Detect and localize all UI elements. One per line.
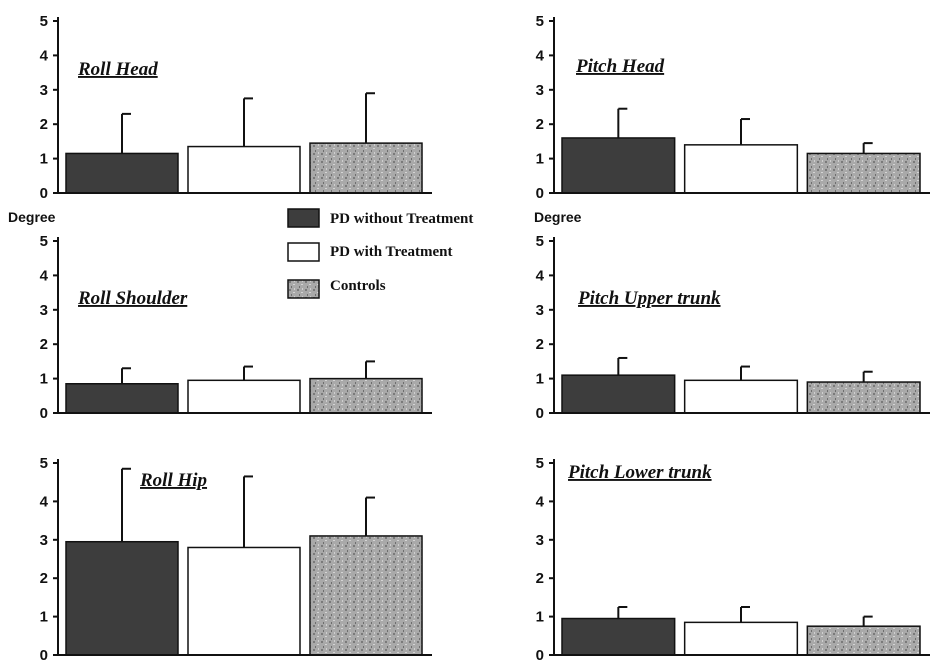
legend-label: PD with Treatment	[330, 244, 452, 260]
y-tick-label: 2	[40, 116, 48, 133]
y-tick-label: 0	[536, 185, 544, 202]
y-tick-label: 3	[536, 532, 544, 549]
y-tick-label: 5	[40, 455, 48, 472]
y-tick-label: 3	[536, 82, 544, 99]
y-tick-label: 1	[40, 371, 48, 388]
legend-swatch	[287, 242, 320, 262]
y-tick-label: 4	[536, 493, 545, 510]
panel-title: Roll Hip	[139, 470, 207, 491]
chart-panel-6: 0 1 2 3 4 5 Pitch Lower trunk	[536, 455, 930, 660]
legend: PD without Treatment PD with Treatment Co…	[287, 208, 473, 299]
y-tick-label: 4	[536, 267, 545, 284]
y-tick-label: 3	[536, 302, 544, 319]
bar-controls	[806, 381, 921, 414]
bar-pd-with-treatment	[683, 144, 799, 194]
bar-controls	[309, 377, 423, 414]
y-tick-label: 1	[536, 371, 544, 388]
bar-pd-with-treatment	[187, 379, 301, 414]
y-tick-label: 3	[40, 82, 48, 99]
y-tick-label: 4	[40, 493, 49, 510]
y-tick-label: 4	[40, 267, 49, 284]
panels: 0 1 2 3 4 5 Roll Head 0 1 2 3 4 5 Pitch Head 0 1 2 3 4 5 Rol…	[8, 13, 930, 660]
y-tick-label: 0	[40, 647, 48, 660]
y-tick-label: 4	[536, 47, 545, 64]
bar-controls	[806, 625, 921, 656]
y-tick-label: 0	[40, 185, 48, 202]
y-tick-label: 5	[536, 233, 544, 250]
y-tick-label: 1	[536, 609, 544, 626]
y-tick-label: 3	[40, 302, 48, 319]
y-tick-label: 2	[536, 570, 544, 587]
y-tick-label: 0	[536, 405, 544, 422]
legend-swatch	[287, 208, 320, 228]
bar-pd-without-treatment	[65, 383, 179, 414]
chart-panel-3: 0 1 2 3 4 5 Roll Shoulder Degree	[8, 209, 432, 422]
panel-title: Pitch Head	[575, 56, 665, 77]
chart-panel-5: 0 1 2 3 4 5 Roll Hip	[40, 455, 432, 660]
bar-pd-with-treatment	[187, 145, 301, 194]
bar-pd-without-treatment	[561, 374, 676, 414]
y-axis-label: Degree	[8, 209, 56, 225]
panel-title: Roll Shoulder	[77, 288, 188, 309]
y-tick-label: 0	[40, 405, 48, 422]
y-tick-label: 2	[536, 116, 544, 133]
bar-pd-with-treatment	[187, 546, 301, 656]
chart-panel-2: 0 1 2 3 4 5 Pitch Head	[536, 13, 930, 202]
y-tick-label: 5	[536, 13, 544, 30]
chart-panel-1: 0 1 2 3 4 5 Roll Head	[40, 13, 432, 202]
bar-pd-without-treatment	[65, 540, 179, 656]
panel-title: Pitch Upper trunk	[577, 288, 721, 309]
bar-controls	[309, 535, 423, 656]
panel-title: Roll Head	[77, 59, 158, 80]
bar-pd-without-treatment	[561, 137, 676, 194]
chart-panel-4: 0 1 2 3 4 5 Pitch Upper trunk Degree	[534, 209, 930, 422]
y-tick-label: 1	[536, 151, 544, 168]
legend-label: Controls	[330, 278, 386, 294]
legend-label: PD without Treatment	[330, 211, 473, 227]
y-tick-label: 5	[40, 13, 48, 30]
bar-pd-without-treatment	[561, 617, 676, 656]
bar-controls	[309, 142, 423, 194]
bar-controls	[806, 152, 921, 194]
y-tick-label: 5	[536, 455, 544, 472]
y-tick-label: 1	[40, 609, 48, 626]
bar-pd-with-treatment	[683, 621, 799, 656]
y-tick-label: 2	[40, 336, 48, 353]
legend-swatch	[287, 279, 320, 299]
y-tick-label: 0	[536, 647, 544, 660]
bar-pd-without-treatment	[65, 152, 179, 194]
y-tick-label: 3	[40, 532, 48, 549]
panel-title: Pitch Lower trunk	[567, 462, 712, 483]
y-tick-label: 4	[40, 47, 49, 64]
y-tick-label: 1	[40, 151, 48, 168]
y-tick-label: 5	[40, 233, 48, 250]
y-axis-label: Degree	[534, 209, 582, 225]
bar-pd-with-treatment	[683, 379, 799, 414]
y-tick-label: 2	[40, 570, 48, 587]
y-tick-label: 2	[536, 336, 544, 353]
